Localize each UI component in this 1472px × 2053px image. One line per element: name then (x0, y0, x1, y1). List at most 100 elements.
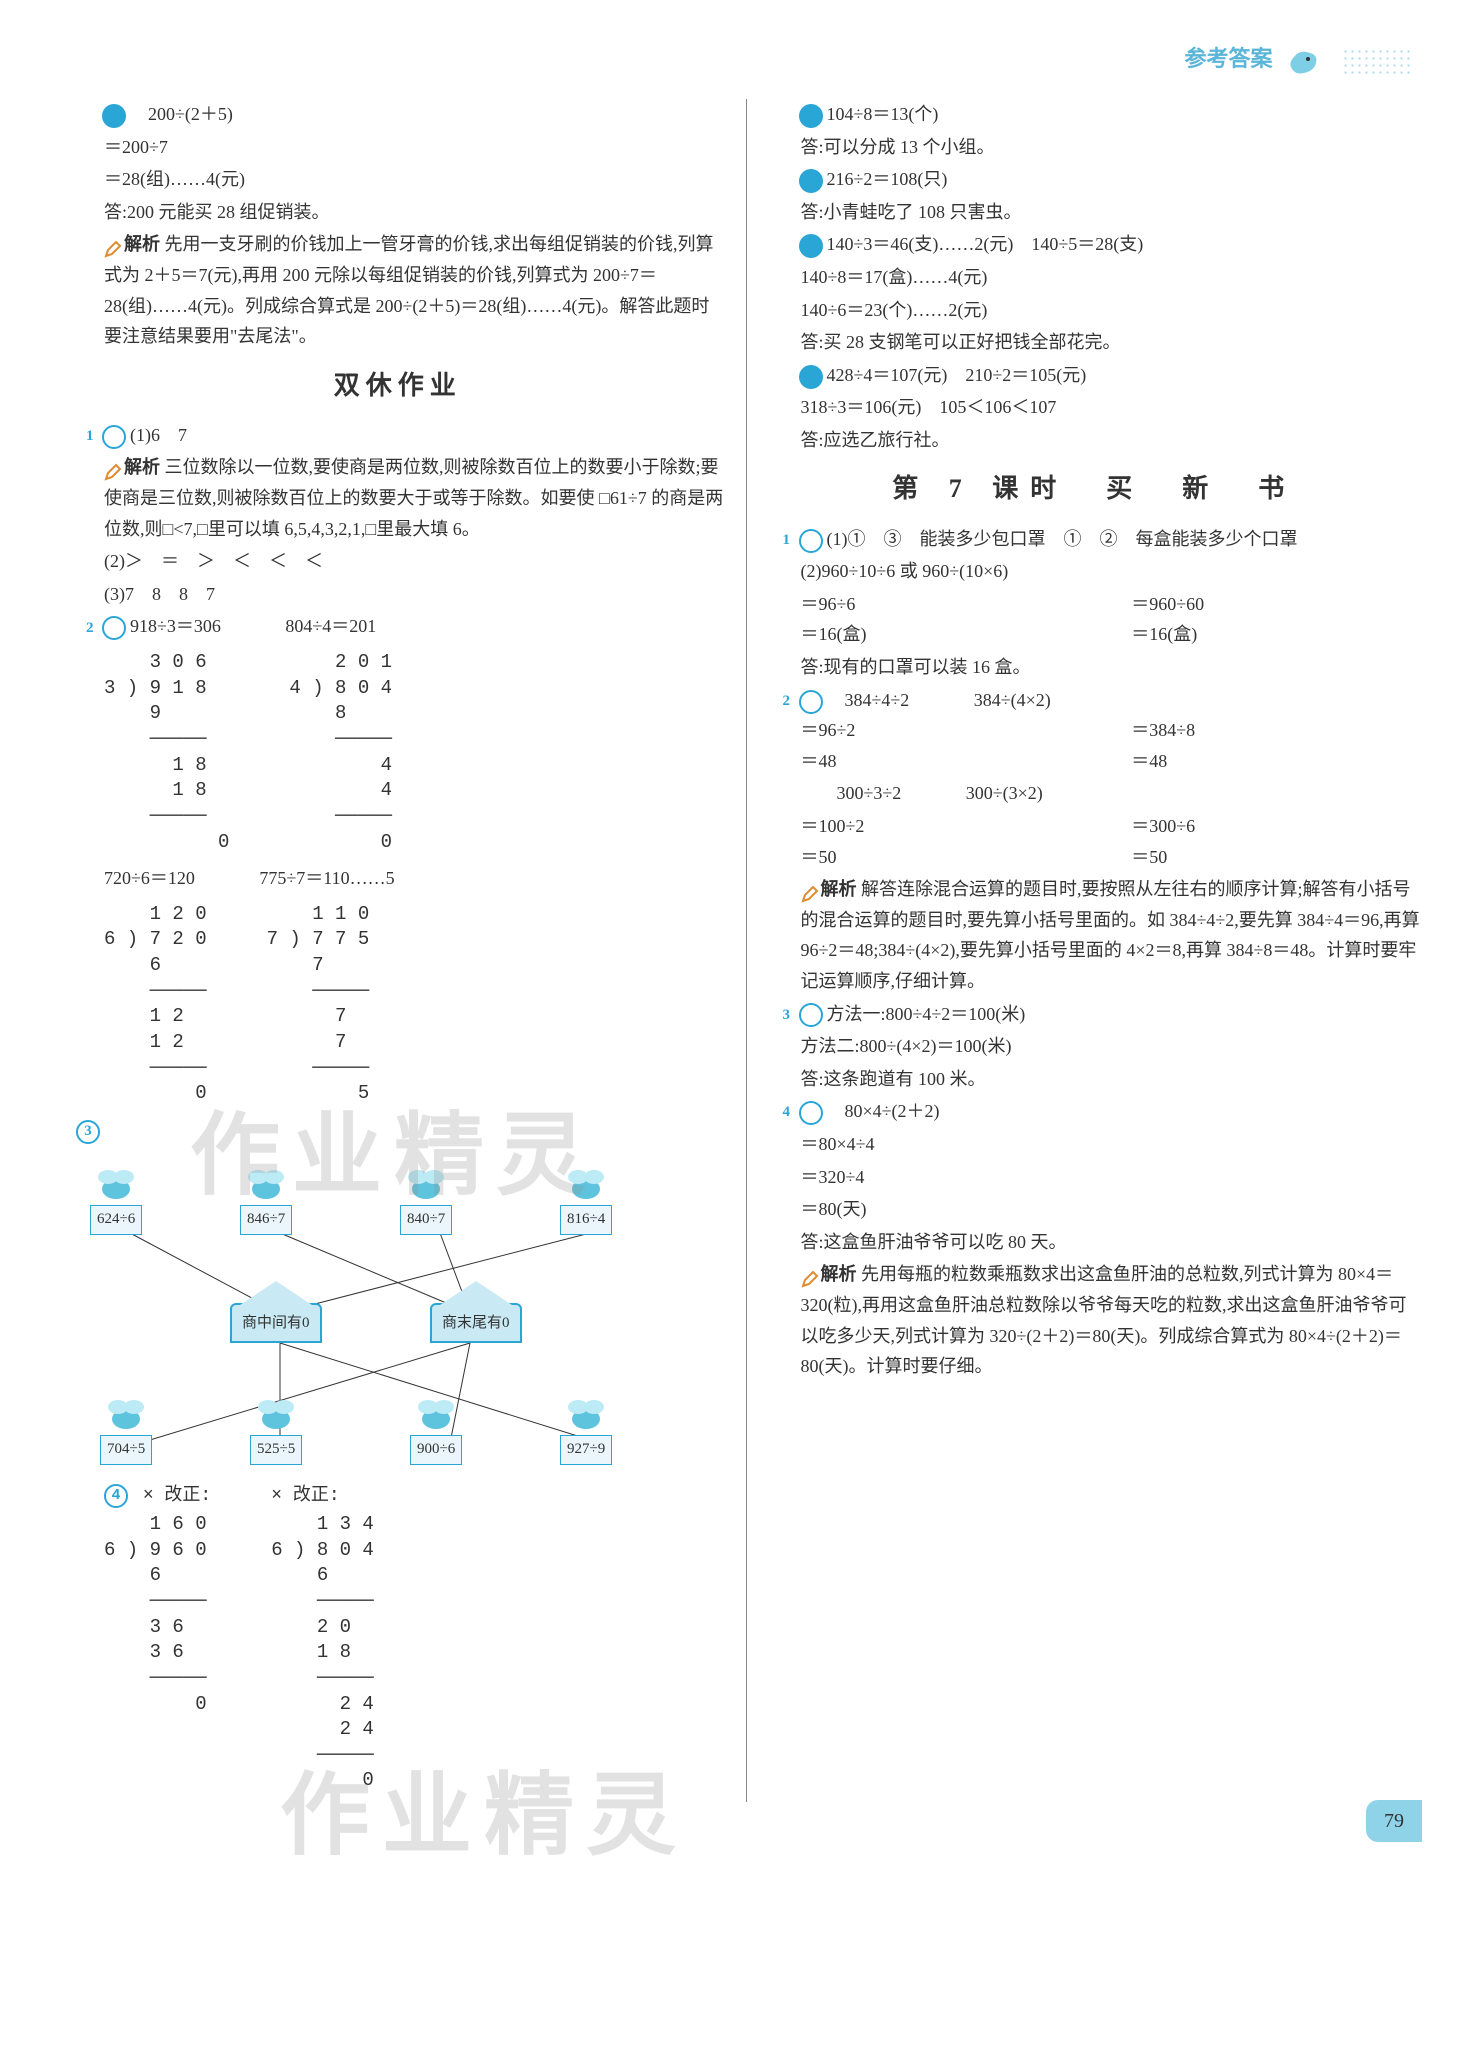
bullet-l2: 2 (799, 690, 823, 714)
bird-icon (1286, 43, 1322, 79)
bee-icon (242, 1163, 290, 1203)
r8-answer: 答:应选乙旅行社。 (801, 425, 1423, 456)
bullet-r5: 5 (799, 104, 823, 128)
header-dots (1342, 48, 1412, 74)
r6-line: 216÷2＝108(只) (827, 169, 948, 189)
p5-answer: 答:200 元能买 28 组促销装。 (104, 197, 726, 228)
p4-label2: × 改正: (271, 1486, 339, 1506)
p2-eq1: 918÷3＝306 (130, 616, 221, 636)
l2-headA: 384÷4÷2 (845, 690, 910, 710)
l2-head2A: 300÷3÷2 (837, 783, 902, 803)
l1-c1-0: ＝96÷6 (801, 589, 1092, 620)
r8-row2a: 318÷3＝106(元) (801, 397, 922, 417)
bullet-1: 1 (102, 425, 126, 449)
problem-4: 4 × 改正: 1 6 0 6 ) 9 6 0 6 ───── 3 6 3 6 … (70, 1481, 726, 1794)
column-divider (746, 99, 747, 1802)
bullet-l3: 3 (799, 1003, 823, 1027)
l1-part2a: (2)960÷10÷6 或 960÷(10×6) (801, 556, 1423, 587)
right-column: 5104÷8＝13(个) 答:可以分成 13 个小组。 6216÷2＝108(只… (767, 99, 1423, 1802)
p5-line3: ＝28(组)……4(元) (104, 164, 726, 195)
pencil-icon (801, 882, 819, 900)
l3-m1: 方法一:800÷4÷2＝100(米) (827, 1004, 1026, 1024)
bullet-r7: 7 (799, 234, 823, 258)
p5-analysis: 先用一支牙刷的价钱加上一管牙膏的价钱,求出每组促销装的价钱,列算式为 2＋5＝7… (104, 234, 714, 346)
r6-answer: 答:小青蛙吃了 108 只害虫。 (801, 197, 1423, 228)
bee-expr: 927÷9 (560, 1435, 612, 1465)
longdiv-6: 1 3 4 6 ) 8 0 4 6 ───── 2 0 1 8 ───── 2 … (271, 1512, 374, 1794)
bee-expr: 525÷5 (250, 1435, 302, 1465)
l2-2a0: ＝100÷2 (801, 811, 1092, 842)
l1-answer: 答:现有的口罩可以装 16 盒。 (801, 652, 1423, 683)
l4-line3: ＝320÷4 (801, 1162, 1423, 1193)
bee-node: 840÷7 (400, 1163, 452, 1235)
analysis-label: 解析 (821, 1264, 857, 1284)
r-problem-8: 8428÷4＝107(元) 210÷2＝105(元) 318÷3＝106(元) … (767, 360, 1423, 456)
bee-diagram: 624÷6 846÷7 840÷7 816÷4 (70, 1153, 726, 1473)
p4-label1: × 改正: (143, 1486, 211, 1506)
section-title: 双休作业 (70, 364, 726, 408)
analysis-label: 解析 (124, 457, 160, 477)
bee-icon (92, 1163, 140, 1203)
bee-node: 816÷4 (560, 1163, 612, 1235)
longdiv-1: 3 0 6 3 ) 9 1 8 9 ───── 1 8 1 8 ───── 0 (104, 650, 229, 855)
l2-headB: 384÷(4×2) (974, 690, 1051, 710)
p1-part1: (1)6 7 (130, 425, 187, 445)
l2-b1: ＝48 (1131, 746, 1422, 777)
r8-row1b: 210÷2＝105(元) (965, 365, 1086, 385)
bullet-3: 3 (76, 1120, 100, 1144)
l2-head2B: 300÷(3×2) (966, 783, 1043, 803)
bullet-l4: 4 (799, 1101, 823, 1125)
lesson-1: 1(1)① ③ 能装多少包口罩 ① ② 每盒能装多少个口罩 (2)960÷10÷… (767, 524, 1423, 683)
bee-expr: 704÷5 (100, 1435, 152, 1465)
p5-line2: ＝200÷7 (104, 132, 726, 163)
lesson-3: 3方法一:800÷4÷2＝100(米) 方法二:800÷(4×2)＝100(米)… (767, 999, 1423, 1095)
l2-a0: ＝96÷2 (801, 715, 1092, 746)
l4-line2: ＝80×4÷4 (801, 1129, 1423, 1160)
p2-eq3: 720÷6＝120 (104, 868, 195, 888)
lesson-title: 第 7 课时 买 新 书 (767, 467, 1423, 511)
problem-2: 2918÷3＝306 804÷4＝201 3 0 6 3 ) 9 1 8 9 ─… (70, 611, 726, 1106)
longdiv-2: 2 0 1 4 ) 8 0 4 8 ───── 4 4 ───── 0 (289, 650, 392, 855)
diagram-lines (70, 1153, 726, 1473)
pencil-icon (104, 460, 122, 478)
house-2: 商末尾有0 (430, 1303, 522, 1343)
bee-icon (562, 1393, 610, 1433)
lesson-4: 4 80×4÷(2＋2) ＝80×4÷4 ＝320÷4 ＝80(天) 答:这盒鱼… (767, 1096, 1423, 1381)
l2-2a1: ＝50 (801, 842, 1092, 873)
problem-3: 3 624÷6 (70, 1115, 726, 1474)
l2-a1: ＝48 (801, 746, 1092, 777)
house-label: 商末尾有0 (442, 1315, 510, 1331)
bee-icon (252, 1393, 300, 1433)
l2-2b0: ＝300÷6 (1131, 811, 1422, 842)
r8-row1a: 428÷4＝107(元) (827, 365, 948, 385)
l4-line1: 80×4÷(2＋2) (845, 1101, 940, 1121)
r7-row2: 140÷8＝17(盒)……4(元) (801, 262, 1423, 293)
l1-c2-1: ＝16(盒) (1131, 619, 1422, 650)
pencil-icon (801, 1267, 819, 1285)
r-problem-7: 7140÷3＝46(支)……2(元) 140÷5＝28(支) 140÷8＝17(… (767, 229, 1423, 357)
bee-node: 927÷9 (560, 1393, 612, 1465)
r7-row1a: 140÷3＝46(支)……2(元) (827, 234, 1014, 254)
bullet-4: 4 (104, 1484, 128, 1508)
bee-icon (402, 1163, 450, 1203)
page-header: 参考答案 (70, 40, 1422, 79)
l3-answer: 答:这条跑道有 100 米。 (801, 1064, 1423, 1095)
r-problem-5: 5104÷8＝13(个) 答:可以分成 13 个小组。 (767, 99, 1423, 162)
l4-line4: ＝80(天) (801, 1194, 1423, 1225)
p1-analysis: 三位数除以一位数,要使商是两位数,则被除数百位上的数要小于除数;要使商是三位数,… (104, 457, 723, 538)
bee-icon (102, 1393, 150, 1433)
p2-eq2: 804÷4＝201 (285, 616, 376, 636)
bee-expr: 816÷4 (560, 1205, 612, 1235)
bullet-r8: 8 (799, 365, 823, 389)
l3-m2: 方法二:800÷(4×2)＝100(米) (801, 1031, 1423, 1062)
problem-5: 5 200÷(2＋5) ＝200÷7 ＝28(组)……4(元) 答:200 元能… (70, 99, 726, 352)
house-1: 商中间有0 (230, 1303, 322, 1343)
header-title: 参考答案 (1184, 46, 1272, 71)
p2-eq4: 775÷7＝110……5 (259, 868, 394, 888)
l1-c2-0: ＝960÷60 (1131, 589, 1422, 620)
r8-row2b: 105＜106＜107 (939, 397, 1056, 417)
pencil-icon (104, 237, 122, 255)
bee-node: 624÷6 (90, 1163, 142, 1235)
l1-c1-1: ＝16(盒) (801, 619, 1092, 650)
l4-analysis: 先用每瓶的粒数乘瓶数求出这盒鱼肝油的总粒数,列式计算为 80×4＝320(粒),… (801, 1264, 1407, 1376)
